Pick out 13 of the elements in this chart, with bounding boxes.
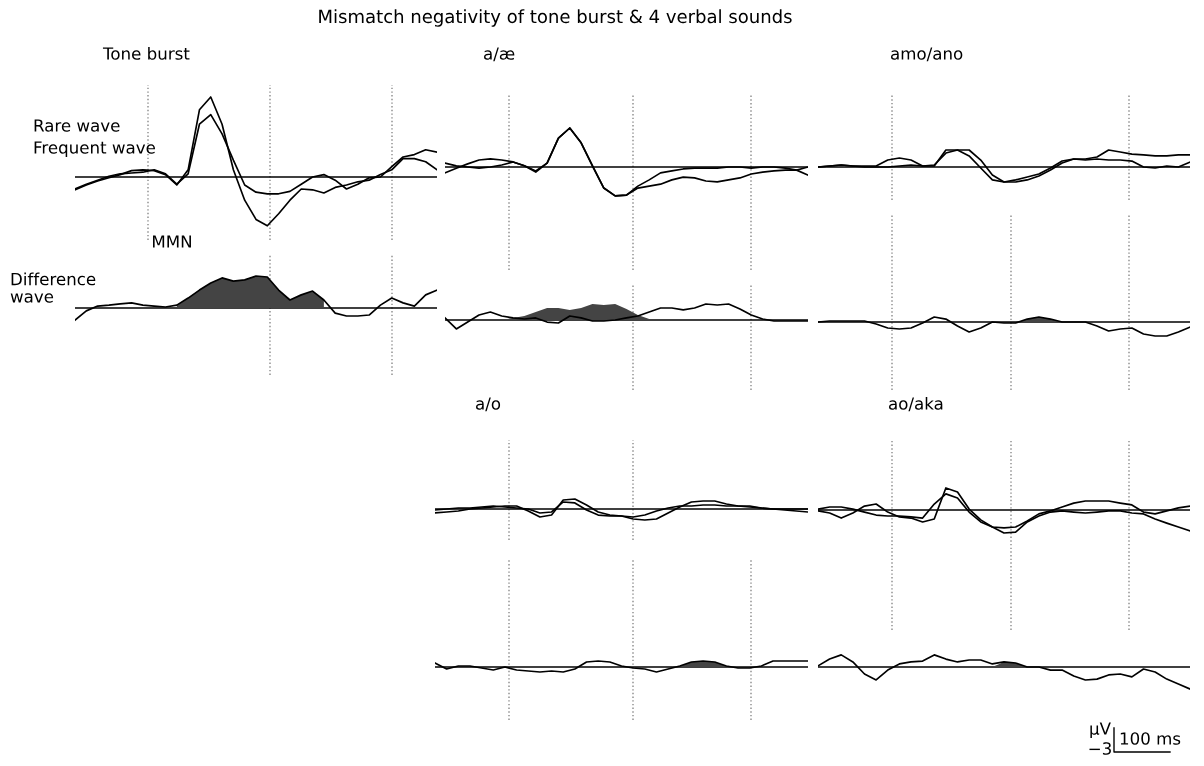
text: Rare wave [34, 119, 120, 132]
text: μV [1090, 722, 1111, 739]
chart-title: amo/ano [891, 47, 963, 62]
text: Mismatch negativity of tone burst & 4 verbal sounds [319, 9, 792, 27]
series-label: Difference wave [10, 272, 96, 303]
chart-title: a/æ [484, 47, 515, 62]
text: MMN [153, 235, 191, 248]
chart-title: Tone burst [102, 46, 190, 60]
chart-title: a/o [476, 397, 501, 412]
text: −3 [1089, 742, 1111, 755]
series-label: Frequent wave [34, 141, 155, 157]
chart-title: ao/aka [889, 396, 943, 412]
text: 100 ms [1120, 732, 1181, 745]
